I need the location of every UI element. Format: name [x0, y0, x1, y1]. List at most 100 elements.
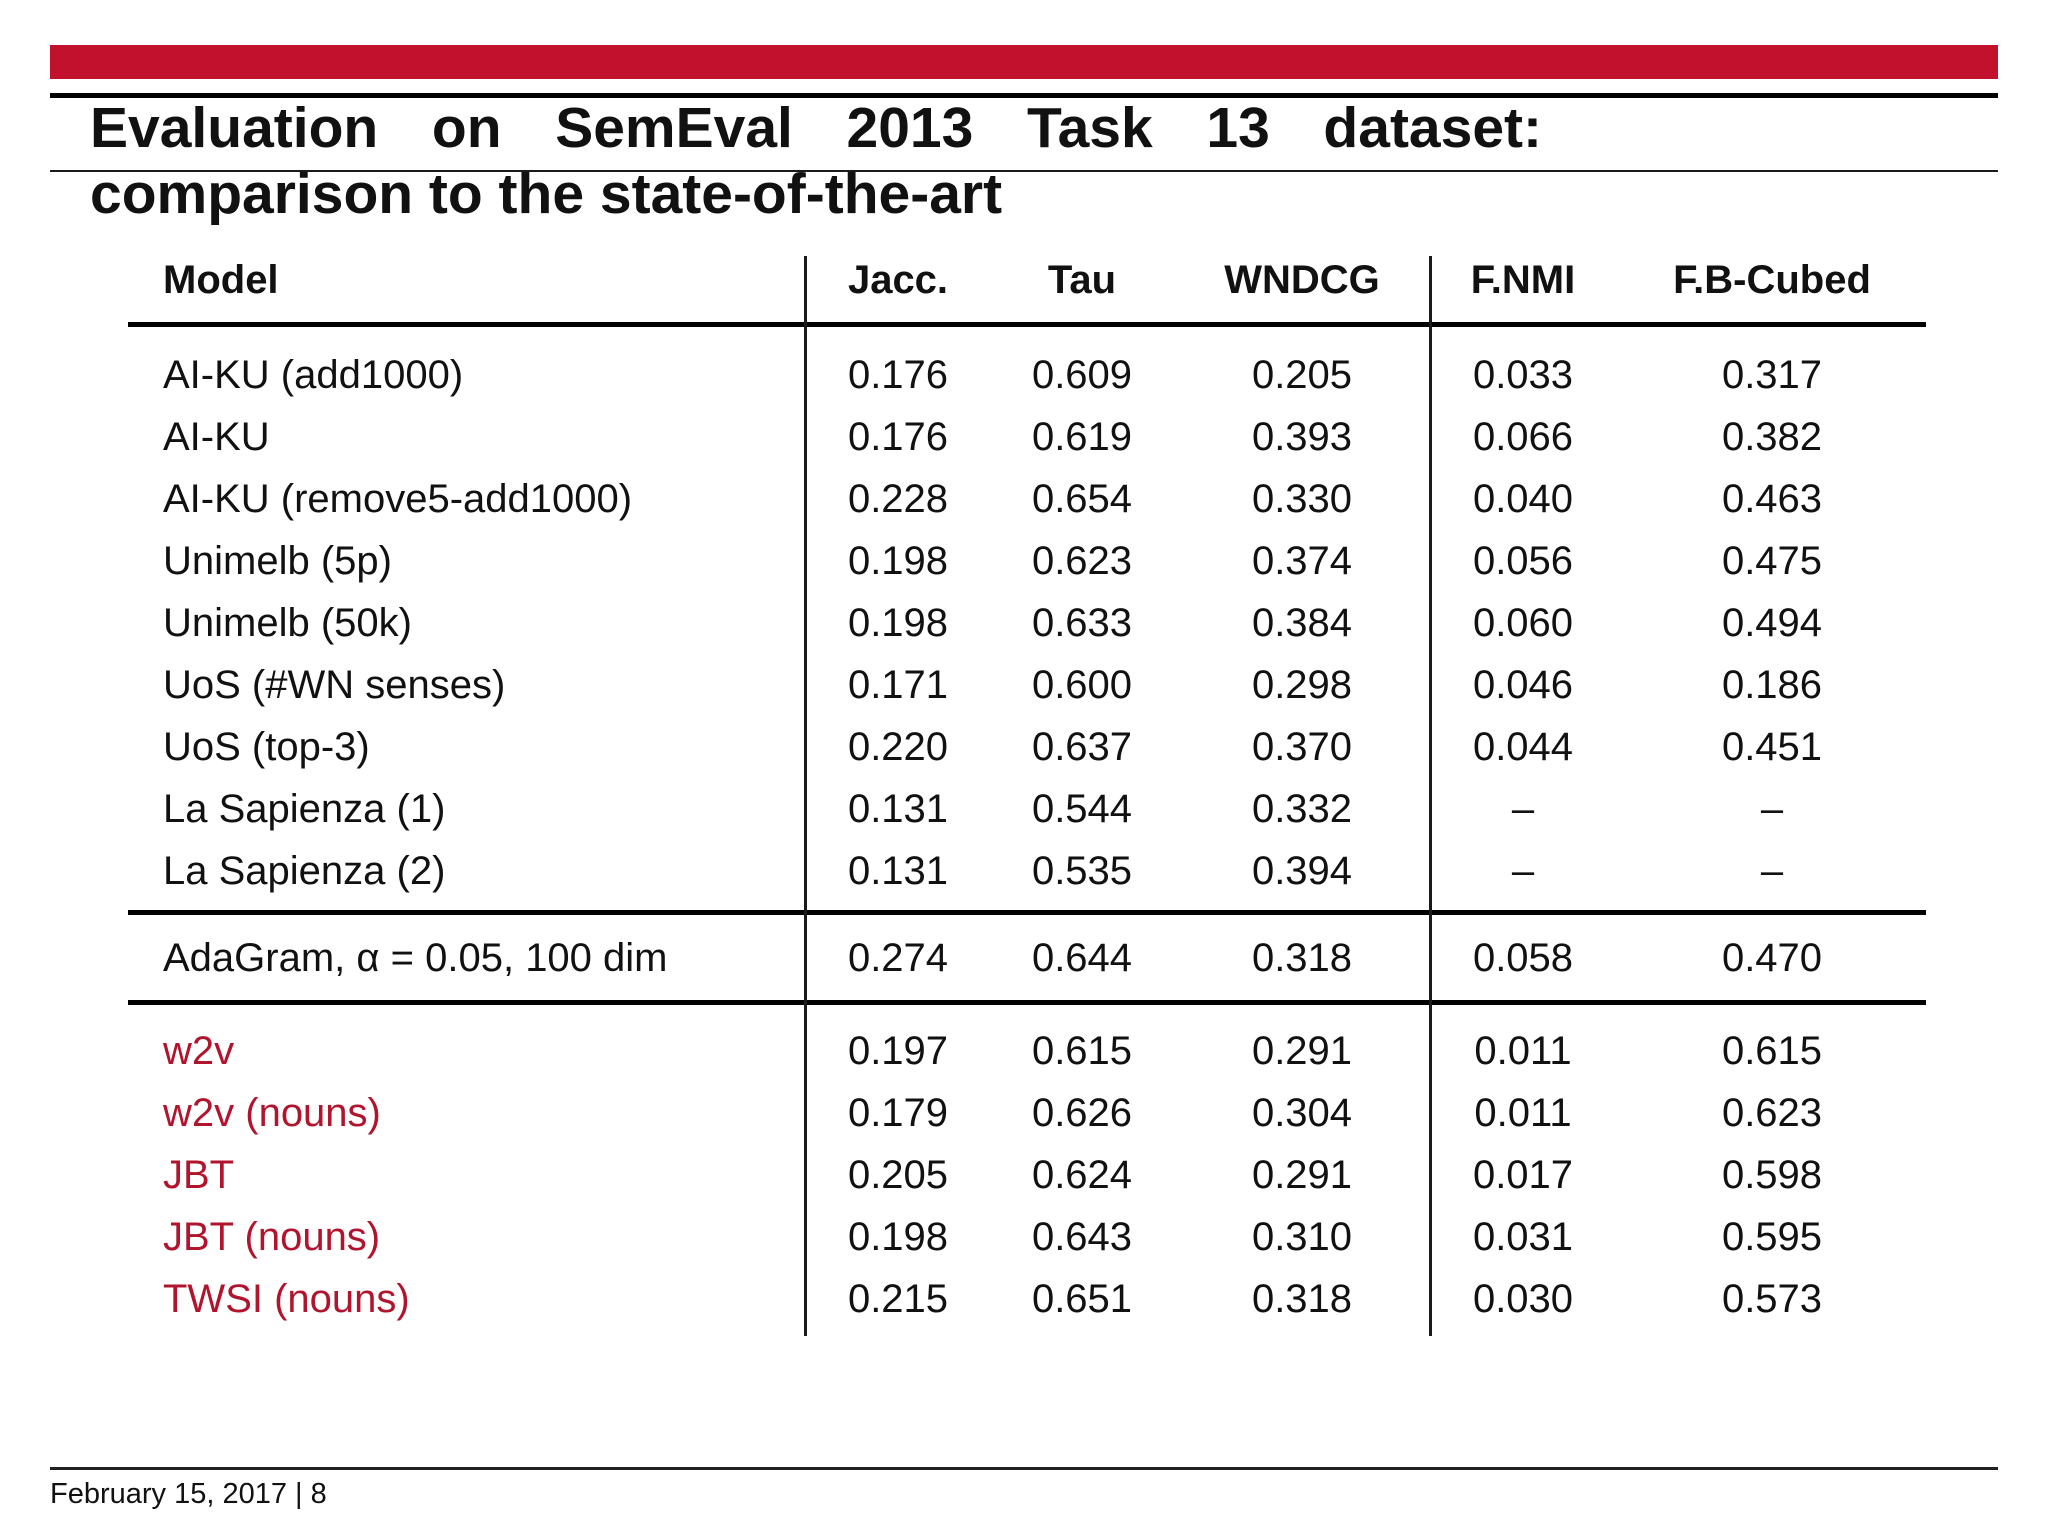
- metric-value-cell: 0.595: [1721, 1215, 1823, 1259]
- table-vertical-rule-1: [804, 256, 807, 1336]
- metric-value-cell: 0.615: [1721, 1029, 1823, 1073]
- metric-value-cell: 0.609: [1031, 353, 1133, 397]
- metric-value-cell: 0.394: [1251, 849, 1353, 893]
- metric-value-cell: 0.643: [1031, 1215, 1133, 1259]
- metric-value-cell: 0.494: [1721, 601, 1823, 645]
- metric-value-cell: 0.651: [1031, 1277, 1133, 1321]
- metric-value-cell: 0.291: [1251, 1029, 1353, 1073]
- metric-value-cell: 0.370: [1251, 725, 1353, 769]
- table-row: UoS (top-3) 0.220 0.637 0.370 0.044 0.45…: [0, 716, 2048, 778]
- metric-value-cell: 0.220: [847, 725, 949, 769]
- metric-value-cell: 0.624: [1031, 1153, 1133, 1197]
- metric-value-cell: 0.131: [847, 849, 949, 893]
- metric-value-cell: 0.215: [847, 1277, 949, 1321]
- metric-value-cell: 0.626: [1031, 1091, 1133, 1135]
- table-row: JBT (nouns) 0.198 0.643 0.310 0.031 0.59…: [0, 1206, 2048, 1268]
- table-mid-rule-1: [128, 910, 1926, 915]
- metric-value-cell: 0.056: [1472, 539, 1574, 583]
- table-row: w2v (nouns) 0.179 0.626 0.304 0.011 0.62…: [0, 1082, 2048, 1144]
- metric-value-cell: –: [1511, 849, 1535, 893]
- column-header-model: Model: [163, 258, 279, 302]
- table-row: La Sapienza (2) 0.131 0.535 0.394 – –: [0, 840, 2048, 902]
- metric-value-cell: 0.330: [1251, 477, 1353, 521]
- model-name-cell: Unimelb (50k): [163, 601, 412, 645]
- metric-value-cell: 0.619: [1031, 415, 1133, 459]
- metric-value-cell: 0.298: [1251, 663, 1353, 707]
- metric-value-cell: 0.131: [847, 787, 949, 831]
- metric-value-cell: 0.291: [1251, 1153, 1353, 1197]
- metric-value-cell: 0.644: [1031, 936, 1133, 980]
- metric-value-cell: 0.598: [1721, 1153, 1823, 1197]
- top-divider-rule: [50, 93, 1998, 98]
- metric-value-cell: 0.033: [1472, 353, 1574, 397]
- metric-value-cell: 0.304: [1251, 1091, 1353, 1135]
- metric-value-cell: 0.058: [1472, 936, 1574, 980]
- metric-value-cell: –: [1511, 787, 1535, 831]
- metric-value-cell: 0.031: [1472, 1215, 1574, 1259]
- metric-value-cell: 0.600: [1031, 663, 1133, 707]
- model-name-cell: UoS (top-3): [163, 725, 370, 769]
- metric-value-cell: 0.310: [1251, 1215, 1353, 1259]
- model-name-cell: AI-KU (add1000): [163, 353, 464, 397]
- metric-value-cell: 0.637: [1031, 725, 1133, 769]
- model-name-cell: AI-KU: [163, 415, 270, 459]
- title-underline-rule: [50, 170, 1998, 172]
- metric-value-cell: 0.186: [1721, 663, 1823, 707]
- metric-value-cell: 0.384: [1251, 601, 1353, 645]
- top-accent-bar: [50, 45, 1998, 79]
- metric-value-cell: 0.176: [847, 415, 949, 459]
- table-row: Unimelb (50k) 0.198 0.633 0.384 0.060 0.…: [0, 592, 2048, 654]
- table-row: UoS (#WN senses) 0.171 0.600 0.298 0.046…: [0, 654, 2048, 716]
- metric-value-cell: 0.615: [1031, 1029, 1133, 1073]
- metric-value-cell: 0.470: [1721, 936, 1823, 980]
- model-name-cell: UoS (#WN senses): [163, 663, 506, 707]
- metric-value-cell: 0.060: [1472, 601, 1574, 645]
- model-name-cell: TWSI (nouns): [163, 1277, 410, 1321]
- footer-date-page: February 15, 2017 | 8: [50, 1478, 327, 1510]
- metric-value-cell: 0.382: [1721, 415, 1823, 459]
- metric-value-cell: 0.046: [1472, 663, 1574, 707]
- metric-value-cell: 0.317: [1721, 353, 1823, 397]
- model-name-cell: La Sapienza (1): [163, 787, 446, 831]
- metric-value-cell: 0.318: [1251, 936, 1353, 980]
- model-name-cell: w2v: [163, 1029, 235, 1073]
- metric-value-cell: 0.205: [847, 1153, 949, 1197]
- metric-value-cell: 0.040: [1472, 477, 1574, 521]
- table-row: w2v 0.197 0.615 0.291 0.011 0.615: [0, 1020, 2048, 1082]
- model-name-cell: Unimelb (5p): [163, 539, 392, 583]
- model-name-cell: JBT: [163, 1153, 235, 1197]
- metric-value-cell: 0.171: [847, 663, 949, 707]
- table-row: AI-KU (add1000) 0.176 0.609 0.205 0.033 …: [0, 344, 2048, 406]
- metric-value-cell: 0.011: [1474, 1091, 1572, 1135]
- metric-value-cell: 0.623: [1031, 539, 1133, 583]
- footer-divider-rule: [50, 1467, 1998, 1470]
- metric-value-cell: 0.623: [1721, 1091, 1823, 1135]
- metric-value-cell: 0.198: [847, 601, 949, 645]
- metric-value-cell: 0.197: [847, 1029, 949, 1073]
- column-header-fnmi: F.NMI: [1470, 258, 1576, 302]
- metric-value-cell: 0.463: [1721, 477, 1823, 521]
- table-row: AI-KU (remove5-add1000) 0.228 0.654 0.33…: [0, 468, 2048, 530]
- model-name-cell: AI-KU (remove5-add1000): [163, 477, 633, 521]
- metric-value-cell: 0.332: [1251, 787, 1353, 831]
- column-header-fbcubed: F.B-Cubed: [1673, 258, 1871, 302]
- table-header-rule: [128, 322, 1926, 327]
- table-row: Unimelb (5p) 0.198 0.623 0.374 0.056 0.4…: [0, 530, 2048, 592]
- metric-value-cell: 0.573: [1721, 1277, 1823, 1321]
- metric-value-cell: 0.205: [1251, 353, 1353, 397]
- table-vertical-rule-2: [1429, 256, 1432, 1336]
- column-header-wndcg: WNDCG: [1224, 258, 1380, 302]
- metric-value-cell: 0.198: [847, 1215, 949, 1259]
- metric-value-cell: 0.017: [1472, 1153, 1574, 1197]
- metric-value-cell: 0.228: [847, 477, 949, 521]
- metric-value-cell: 0.393: [1251, 415, 1353, 459]
- table-row: AI-KU 0.176 0.619 0.393 0.066 0.382: [0, 406, 2048, 468]
- model-name-cell: w2v (nouns): [163, 1091, 381, 1135]
- model-name-cell: JBT (nouns): [163, 1215, 381, 1259]
- metric-value-cell: 0.544: [1031, 787, 1133, 831]
- slide-title-line2: comparison to the state-of-the-art: [90, 162, 1003, 226]
- metric-value-cell: 0.176: [847, 353, 949, 397]
- column-header-jacc: Jacc.: [847, 258, 949, 302]
- metric-value-cell: 0.011: [1474, 1029, 1572, 1073]
